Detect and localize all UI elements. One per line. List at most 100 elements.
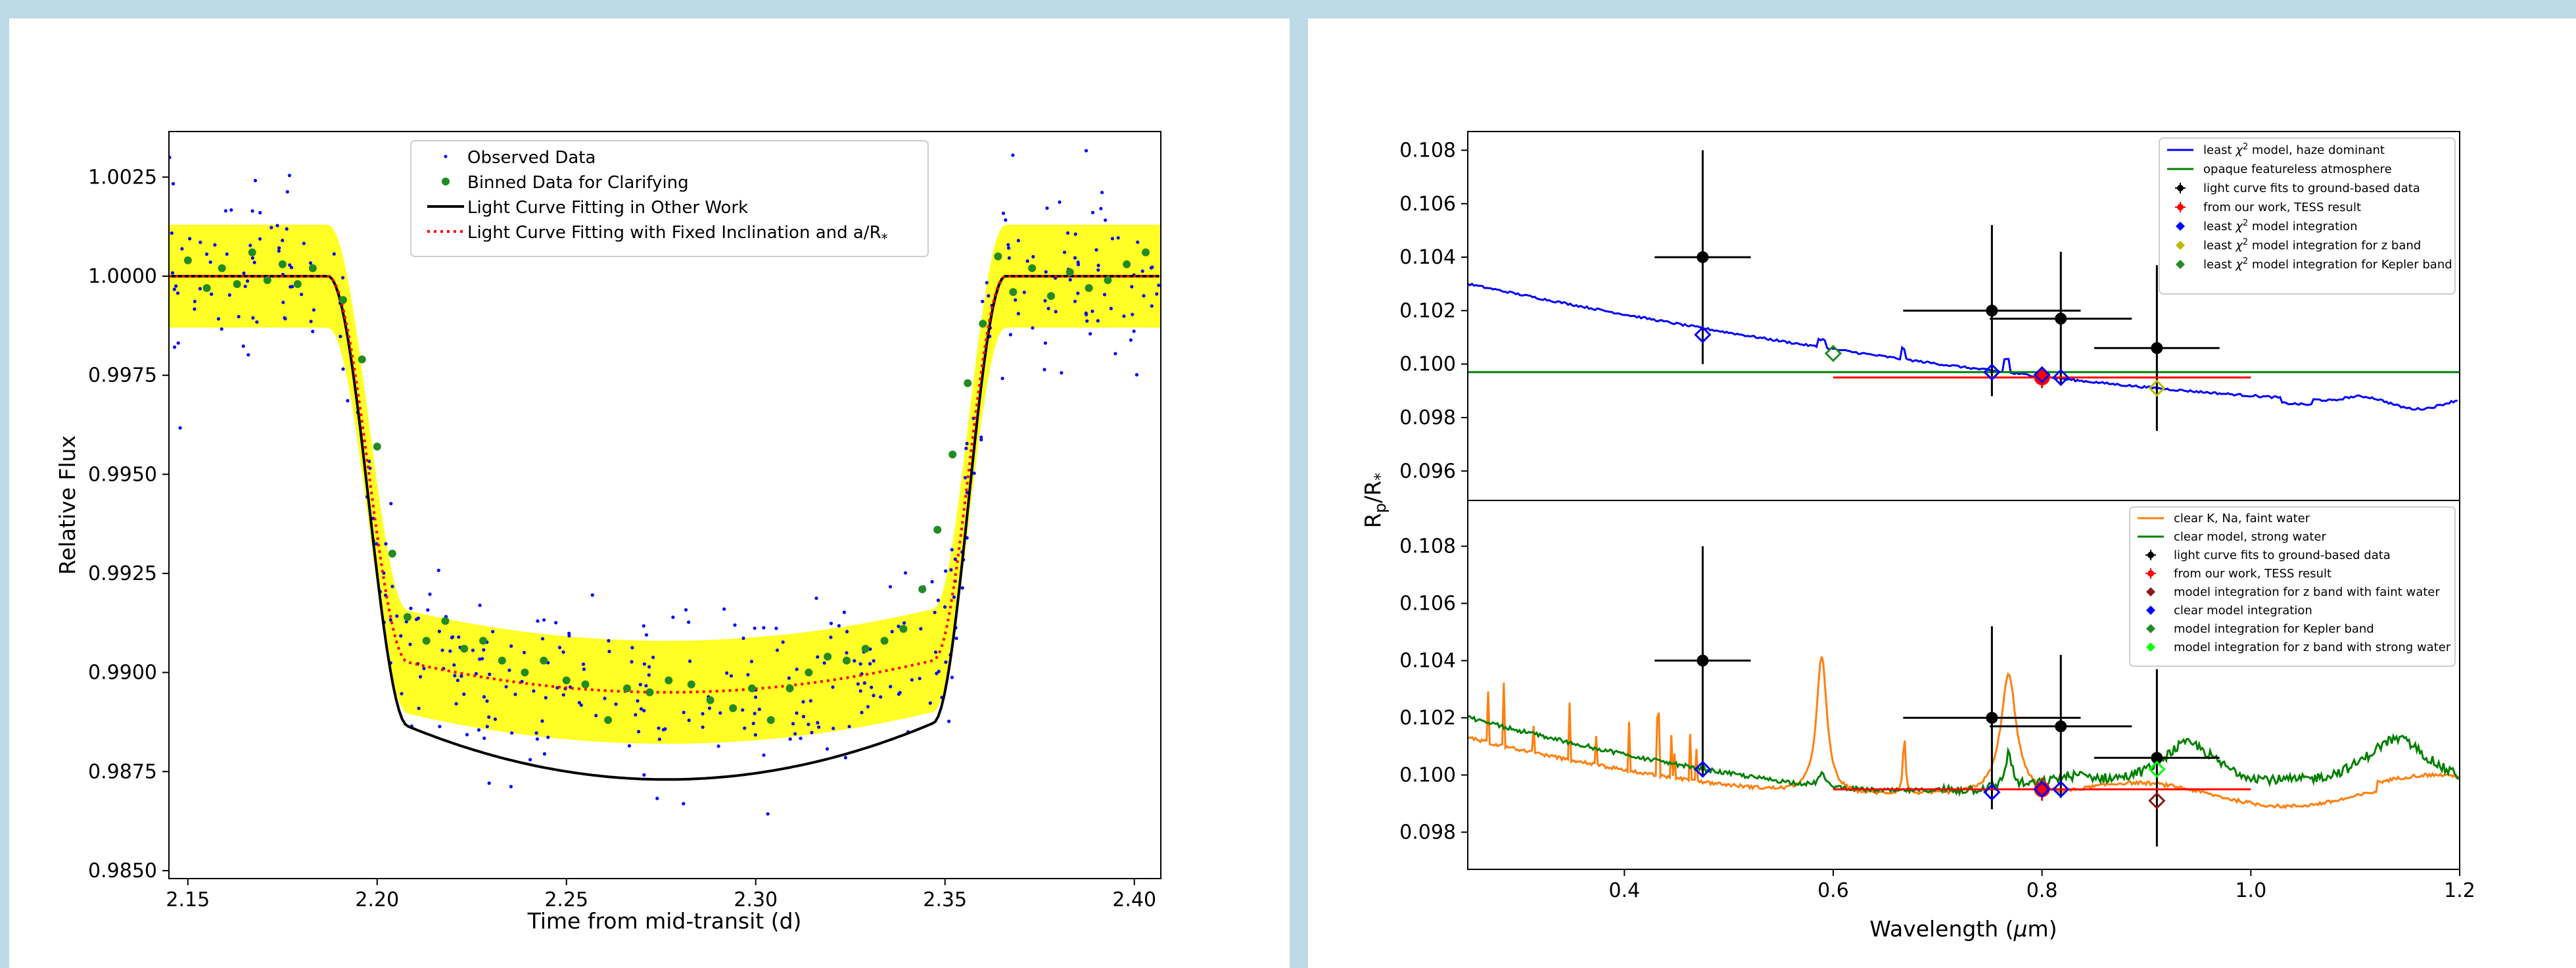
observed-point [607,639,611,643]
ground-point [2055,312,2067,325]
binned-point [687,680,695,689]
observed-point [947,719,951,723]
observed-point [716,744,720,748]
binned-point [1046,292,1055,301]
observed-point [528,758,532,762]
observed-point [856,682,860,686]
observed-point [746,673,750,677]
uncertainty-band [169,224,1161,744]
observed-point [687,620,691,624]
legend-label: least χ2 model integration [2203,218,2358,233]
y-tick-label: 0.9975 [88,364,157,387]
observed-point [388,618,392,622]
legend-label: least χ2 model integration for Kepler ba… [2203,256,2452,272]
binned-point [706,696,714,704]
observed-point [311,329,315,333]
observed-point [943,605,947,609]
binned-point [540,656,548,665]
observed-point [1132,329,1136,333]
observed-point [255,320,259,324]
observed-point [581,662,586,666]
model-integration-point [2033,781,2051,798]
model-integration-point [1694,760,1712,778]
observed-point [688,659,692,664]
model-integration-point [2033,366,2051,384]
observed-point [890,629,894,634]
observed-point [903,571,908,575]
observed-point [858,689,862,693]
y-tick-label: 0.104 [1399,650,1456,673]
binned-point [521,668,529,677]
observed-point [663,727,667,731]
observed-point [684,608,688,612]
binned-point [388,549,396,558]
model-integration-point [1983,783,2001,801]
y-tick-label: 0.9900 [88,662,157,685]
observed-point [718,711,722,715]
model-integration-point [2148,379,2166,397]
observed-point [542,618,546,622]
observed-point [227,293,231,297]
observed-point [281,239,285,243]
binned-point [358,355,366,364]
legend-diamond-marker [2146,624,2155,633]
observed-point [535,737,540,741]
observed-point [395,614,399,618]
observed-point [757,708,761,712]
binned-point [805,668,813,677]
observed-point [981,299,985,303]
y-tick-label: 0.106 [1399,193,1456,216]
observed-point [1130,285,1134,289]
observed-point [1006,246,1011,250]
observed-point [960,586,964,590]
x-axis-label: Wavelength (μm) [1869,916,2057,942]
observed-point [245,279,250,283]
observed-point [188,237,192,241]
observed-point [1046,306,1050,310]
observed-point [454,702,458,706]
observed-point [199,240,202,245]
legend-label: least χ2 model, haze dominant [2203,142,2385,157]
observed-point [1113,352,1117,356]
observed-point [842,610,846,614]
observed-point [1073,232,1077,236]
observed-point [801,700,805,704]
observed-point [639,707,644,711]
y-tick-label: 0.108 [1399,139,1456,162]
x-tick-label: 1.2 [2444,879,2475,902]
observed-point [889,685,893,689]
observed-point [594,714,598,717]
observed-point [480,657,484,661]
y-tick-label: 1.0000 [88,265,157,288]
observed-point [897,624,901,629]
legend-label: model integration for z band with strong… [2174,641,2451,654]
binned-point [498,656,506,665]
ground-point [2151,342,2163,354]
observed-point [1068,278,1072,281]
binned-point [308,264,317,272]
observed-point [1016,239,1020,243]
observed-point [657,726,661,730]
model-integration-point [1694,326,1712,344]
model-integration-point [1983,363,2001,381]
haze-dominant-model-line [1468,282,2458,411]
observed-point [837,624,841,628]
uncertainty-band-area [169,224,1161,744]
observed-point [253,179,257,183]
observed-point [964,447,968,450]
observed-point [229,208,233,212]
binned-point [460,644,469,653]
observed-point [485,699,489,703]
legend-diamond-marker [2146,606,2155,615]
observed-point [799,737,803,740]
top-panel-points [1654,150,2251,431]
observed-point [847,725,851,729]
observed-point [762,753,766,757]
y-tick-label: 0.102 [1399,707,1456,730]
observed-point [1096,319,1100,323]
observed-point [246,353,250,357]
observed-point [603,696,607,700]
observed-point [808,699,812,703]
y-tick-label: 0.9925 [88,562,157,585]
observed-point [762,626,766,630]
